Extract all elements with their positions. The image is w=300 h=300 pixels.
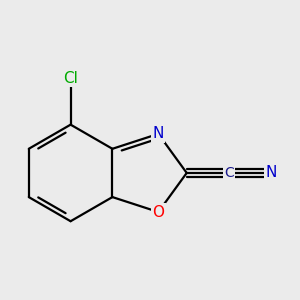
Text: N: N	[266, 165, 277, 180]
Text: Cl: Cl	[63, 71, 78, 86]
Text: O: O	[152, 205, 164, 220]
Text: N: N	[153, 126, 164, 141]
Text: C: C	[224, 166, 234, 180]
